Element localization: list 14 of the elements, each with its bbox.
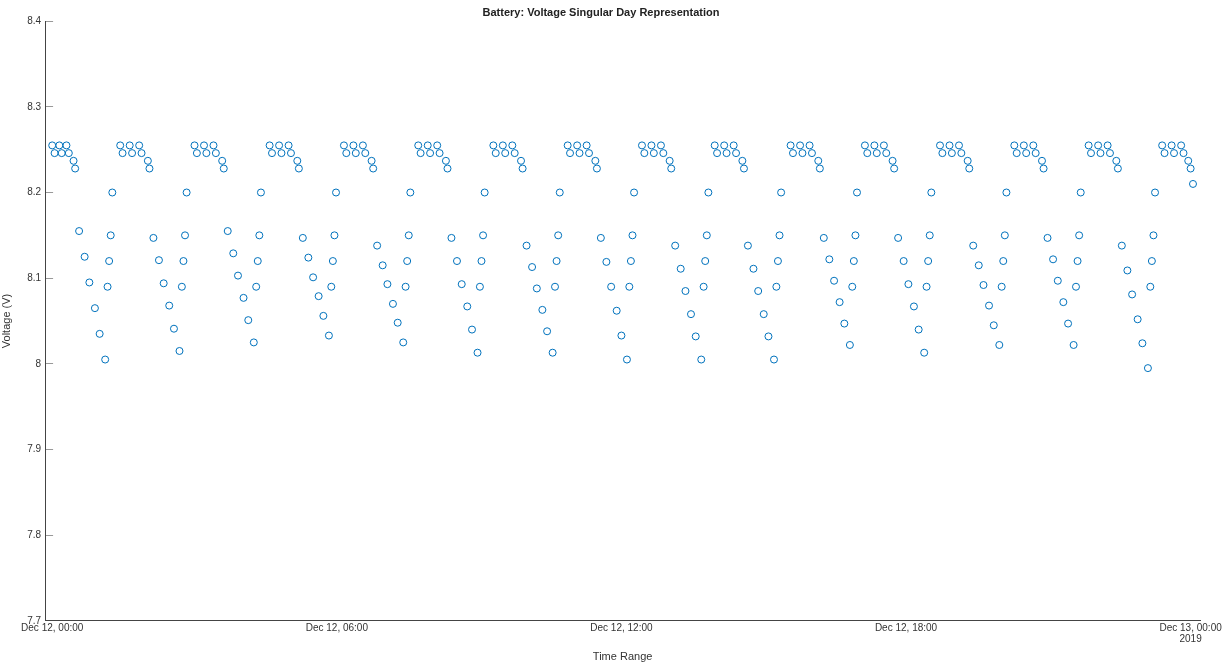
x-tick-label: Dec 12, 12:00 — [590, 622, 653, 634]
x-axis-title: Time Range — [592, 650, 653, 663]
y-tick-label: 8.2 — [27, 186, 42, 198]
y-tick-label: 8.1 — [27, 271, 42, 283]
y-tick-label: 7.9 — [27, 443, 42, 455]
x-tick-label: Dec 13, 00:00 2019 — [1159, 622, 1223, 645]
y-axis-title: Voltage (V) — [0, 293, 12, 349]
y-tick-label: 7.8 — [27, 528, 42, 540]
y-tick-label: 8 — [35, 357, 42, 369]
x-tick-label: Dec 12, 06:00 — [305, 622, 369, 634]
chart-title: Battery: Voltage Singular Day Representation — [482, 5, 720, 18]
x-tick-label: Dec 12, 18:00 — [874, 622, 938, 634]
y-tick-label: 8.4 — [27, 14, 42, 26]
y-tick-label: 8.3 — [27, 100, 42, 112]
